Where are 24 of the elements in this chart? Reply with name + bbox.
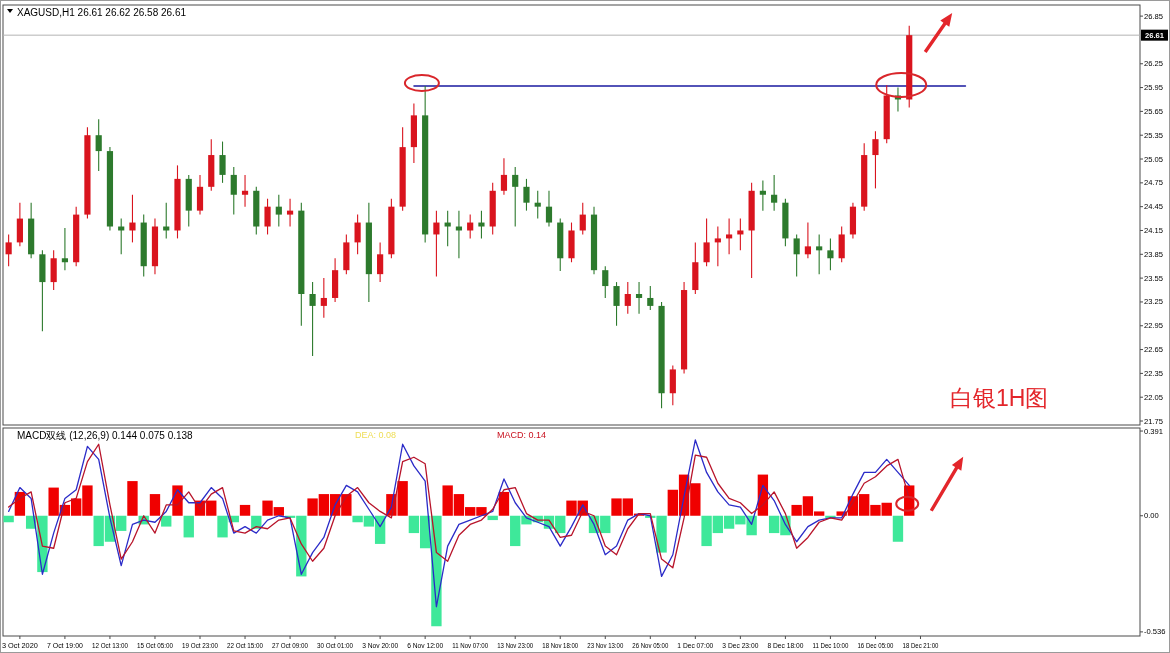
x-tick-label: 19 Oct 23:00 (182, 640, 218, 651)
x-tick-label: 27 Oct 09:00 (272, 640, 309, 651)
x-tick-label: 6 Nov 12:00 (407, 640, 444, 651)
annotation: 白银1H图 (950, 385, 1049, 411)
chart-title: MACD双线 (12,26,9) 0.144 0.075 0.138 (17, 430, 194, 441)
x-tick-label: 18 Nov 18:00 (542, 641, 579, 651)
x-tick-label: 7 Oct 19:00 (46, 640, 83, 651)
x-tick-label: 26 Nov 05:00 (632, 641, 669, 651)
x-tick-label: 13 Nov 23:00 (497, 641, 534, 651)
x-tick-label: 3 Oct 2020 (1, 640, 38, 651)
annotation: DEA: 0.08 (355, 430, 397, 440)
x-tick-label: 22 Oct 15:00 (227, 640, 264, 651)
x-tick-label: 15 Oct 05:00 (136, 640, 173, 651)
x-tick-label: 23 Nov 13:00 (587, 641, 624, 651)
x-tick-label: 16 Dec 05:00 (857, 641, 894, 651)
x-tick-label: 30 Oct 01:00 (317, 640, 354, 651)
x-tick-label: 3 Dec 23:00 (722, 640, 759, 651)
x-tick-label: 1 Dec 07:00 (677, 640, 714, 651)
chart-title: XAGUSD,H1 26.61 26.62 26.58 26.61 (17, 7, 187, 18)
annotation: MACD: 0.14 (497, 430, 547, 440)
x-tick-label: 8 Dec 18:00 (767, 640, 804, 651)
x-tick-label: 3 Nov 20:00 (362, 640, 399, 651)
x-tick-label: 18 Dec 21:00 (902, 641, 939, 651)
x-tick-label: 12 Oct 13:00 (91, 640, 128, 651)
